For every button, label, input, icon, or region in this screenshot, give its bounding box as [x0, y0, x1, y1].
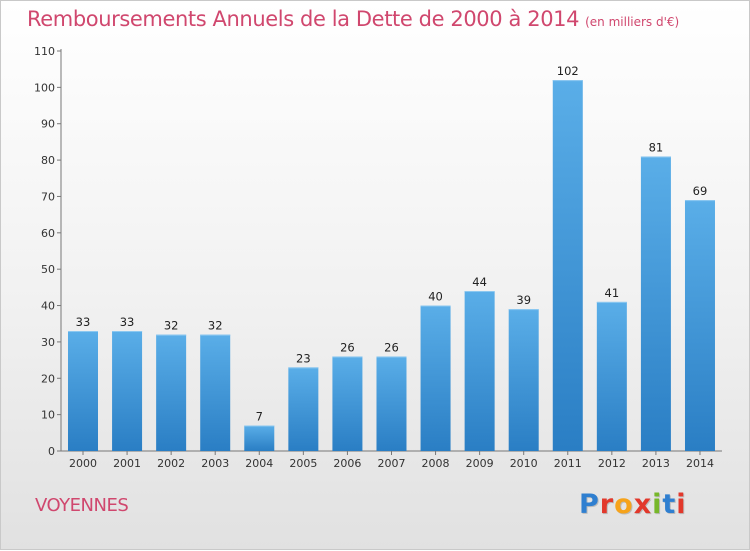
x-tick-label: 2003: [201, 457, 229, 470]
bar-value-label: 33: [120, 315, 135, 329]
x-tick-label: 2000: [69, 457, 97, 470]
bar-2007[interactable]: [376, 356, 407, 451]
bar-2013[interactable]: [640, 156, 671, 452]
bar-value-label: 102: [557, 64, 579, 78]
logo-letter: r: [599, 489, 615, 520]
x-tick-label: 2002: [157, 457, 185, 470]
y-tick-label: 0: [48, 445, 55, 458]
bar-value-label: 81: [649, 140, 664, 154]
chart-title: Remboursements Annuels de la Dette de 20…: [27, 7, 680, 31]
logo-letter: i: [676, 489, 687, 520]
bar-2005[interactable]: [288, 367, 319, 451]
bar-2006[interactable]: [332, 356, 363, 451]
chart-subtitle: (en milliers d'€): [585, 15, 680, 29]
bar-value-label: 26: [340, 340, 355, 354]
x-tick-label: 2004: [245, 457, 273, 470]
y-tick-label: 90: [41, 118, 55, 131]
x-tick-label: 2010: [510, 457, 538, 470]
bar-2004[interactable]: [244, 425, 275, 451]
logo-letter: P: [579, 489, 600, 520]
y-tick-label: 80: [41, 154, 55, 167]
bar-2000[interactable]: [68, 331, 98, 451]
bar-value-label: 41: [605, 286, 620, 300]
bar-value-label: 33: [76, 315, 91, 329]
y-tick-label: 60: [41, 227, 55, 240]
bar-value-label: 44: [472, 275, 487, 289]
logo-letter: o: [614, 489, 634, 520]
y-tick-label: 70: [41, 190, 55, 203]
y-tick-label: 100: [34, 81, 55, 94]
bar-value-label: 23: [296, 351, 311, 365]
x-tick-label: 2008: [422, 457, 450, 470]
x-tick-label: 2005: [289, 457, 317, 470]
logo-letter: t: [662, 489, 677, 520]
x-tick-label: 2013: [642, 457, 670, 470]
bar-value-label: 26: [384, 340, 399, 354]
x-tick-label: 2007: [377, 457, 405, 470]
x-tick-label: 2011: [554, 457, 582, 470]
bar-2009[interactable]: [464, 291, 495, 451]
bar-value-label: 7: [256, 410, 263, 424]
x-tick-label: 2009: [466, 457, 494, 470]
town-name: VOYENNES: [35, 495, 129, 516]
bar-value-label: 32: [164, 319, 179, 333]
bar-2003[interactable]: [200, 334, 231, 451]
x-tick-label: 2014: [686, 457, 714, 470]
x-tick-label: 2012: [598, 457, 626, 470]
bar-2001[interactable]: [112, 331, 143, 451]
bar-value-label: 32: [208, 319, 223, 333]
y-tick-label: 110: [34, 45, 55, 58]
x-tick-label: 2006: [333, 457, 361, 470]
y-tick-label: 20: [41, 372, 55, 385]
logo-letter: x: [633, 489, 653, 520]
bar-2002[interactable]: [156, 334, 187, 451]
y-tick-label: 10: [41, 409, 55, 422]
x-tick-label: 2001: [113, 457, 141, 470]
logo-letter: i: [652, 489, 663, 520]
bar-2010[interactable]: [508, 309, 539, 451]
bar-2011[interactable]: [552, 80, 583, 451]
bar-2008[interactable]: [420, 305, 451, 451]
proxiti-logo[interactable]: Proxiti: [579, 489, 687, 520]
bar-value-label: 69: [693, 184, 708, 198]
bar-2014[interactable]: [684, 200, 715, 451]
y-tick-label: 30: [41, 336, 55, 349]
bar-value-label: 39: [516, 293, 531, 307]
bar-2012[interactable]: [596, 301, 627, 451]
bar-value-label: 40: [428, 290, 443, 304]
y-tick-label: 40: [41, 300, 55, 313]
y-tick-label: 50: [41, 263, 55, 276]
